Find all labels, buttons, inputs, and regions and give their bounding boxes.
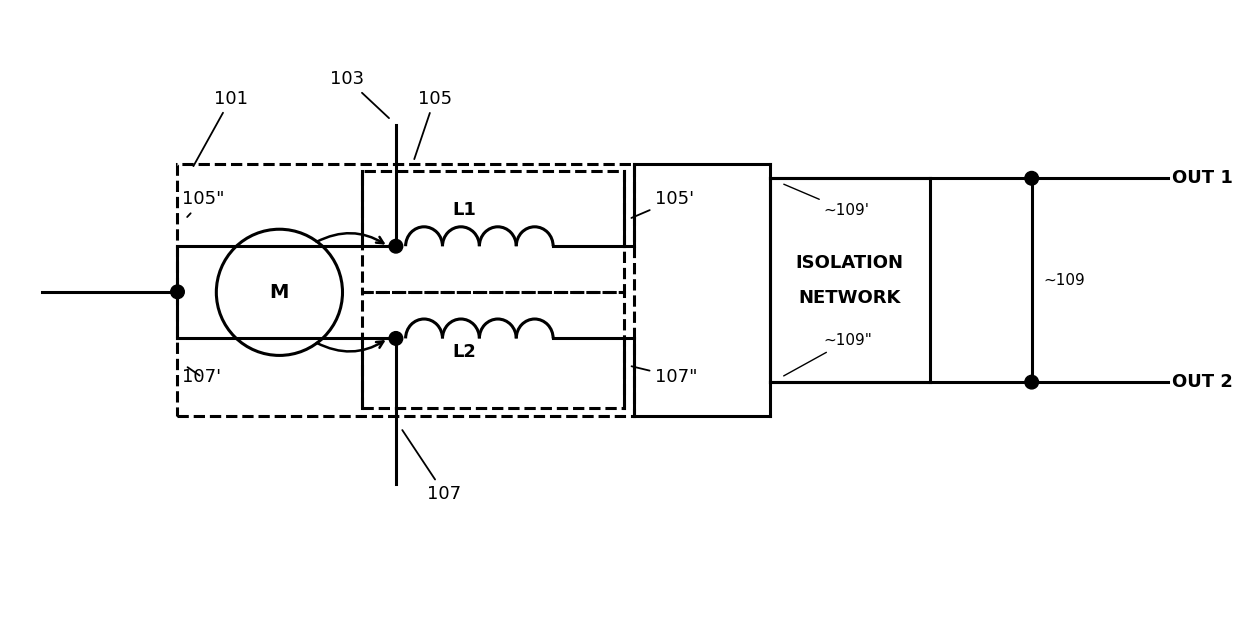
Circle shape [389, 240, 403, 253]
Text: OUT 1: OUT 1 [1173, 169, 1234, 187]
Text: 105: 105 [414, 89, 451, 159]
Text: 107: 107 [402, 430, 461, 503]
Text: M: M [270, 283, 289, 302]
Text: OUT 2: OUT 2 [1173, 373, 1234, 391]
Text: ~109": ~109" [784, 333, 872, 376]
Text: ~109': ~109' [784, 184, 869, 218]
Text: L2: L2 [453, 343, 476, 361]
Text: 107': 107' [182, 367, 222, 386]
Circle shape [171, 285, 185, 298]
Circle shape [389, 332, 403, 345]
Text: 105': 105' [631, 190, 694, 218]
Circle shape [1025, 375, 1038, 389]
Text: 105": 105" [182, 190, 224, 217]
Text: 101: 101 [193, 89, 248, 166]
Circle shape [1025, 171, 1038, 185]
Text: L1: L1 [453, 201, 476, 219]
Text: ~109: ~109 [1043, 273, 1085, 288]
Text: NETWORK: NETWORK [799, 289, 901, 307]
Bar [770, 178, 930, 382]
Text: 103: 103 [330, 70, 389, 118]
Text: 107": 107" [631, 366, 698, 386]
Text: ISOLATION: ISOLATION [796, 254, 904, 272]
